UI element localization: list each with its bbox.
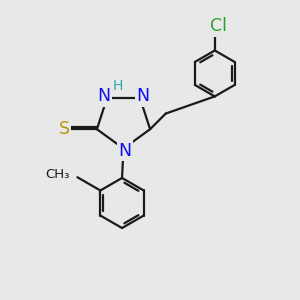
Text: N: N bbox=[136, 88, 149, 106]
Text: N: N bbox=[118, 142, 131, 160]
Text: N: N bbox=[98, 88, 111, 106]
Text: Cl: Cl bbox=[210, 17, 227, 35]
Text: CH₃: CH₃ bbox=[45, 168, 69, 182]
Text: S: S bbox=[59, 120, 70, 138]
Text: H: H bbox=[112, 79, 123, 93]
